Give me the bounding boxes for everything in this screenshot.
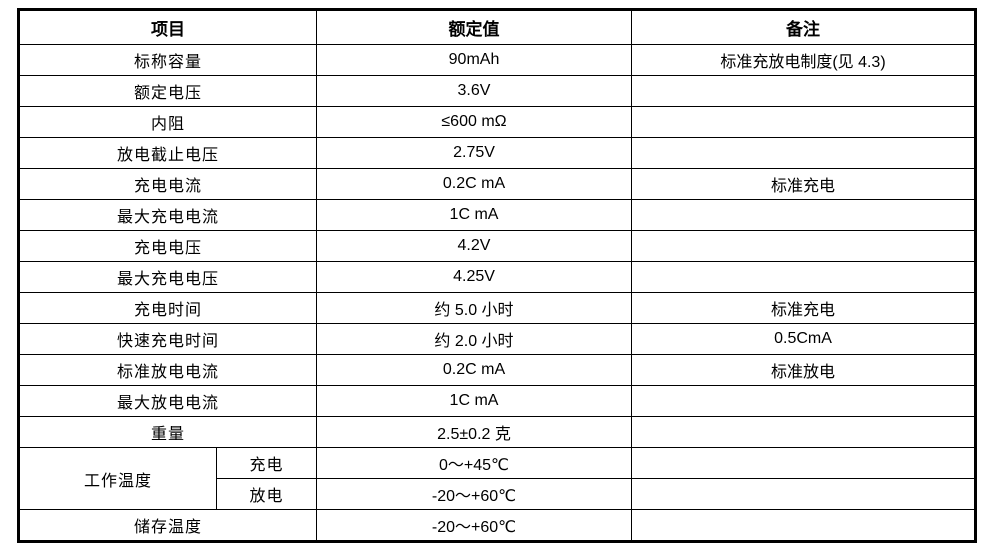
item-cell: 标称容量 <box>18 44 317 76</box>
value-cell: 0～+45℃ <box>316 447 632 479</box>
item-cell: 充电时间 <box>18 292 317 324</box>
value-cell: 4.25V <box>316 261 632 293</box>
item-cell: 充电电流 <box>18 168 317 200</box>
item-cell: 内阻 <box>18 106 317 138</box>
table-row: 最大充电电压 4.25V <box>18 261 976 293</box>
remark-cell: 标准放电 <box>631 354 976 386</box>
table-row: 最大放电电流 1C mA <box>18 385 976 417</box>
item-cell: 快速充电时间 <box>18 323 317 355</box>
sub-item-cell-discharge: 放电 <box>216 478 317 510</box>
value-cell: 1C mA <box>316 199 632 231</box>
remark-cell <box>631 199 976 231</box>
table-row: 额定电压 3.6V <box>18 75 976 107</box>
temperature-rows-body: 工作温度 充电 0～+45℃ 放电 -20～+60℃ 储存温度 -20～+60℃ <box>18 447 976 542</box>
value-cell: 1C mA <box>316 385 632 417</box>
table-row-operating-temp-charge: 工作温度 充电 0～+45℃ <box>18 447 976 510</box>
header-item: 项目 <box>18 9 317 45</box>
table-row-storage-temp: 储存温度 -20～+60℃ <box>18 509 976 542</box>
item-cell: 最大充电电压 <box>18 261 317 293</box>
remark-cell: 标准充电 <box>631 292 976 324</box>
item-cell: 放电截止电压 <box>18 137 317 169</box>
remark-cell <box>631 230 976 262</box>
header-row: 项目 额定值 备注 <box>18 9 976 45</box>
header-remark: 备注 <box>631 9 976 45</box>
value-cell: 2.5±0.2 克 <box>316 416 632 448</box>
item-cell: 最大放电电流 <box>18 385 317 417</box>
remark-cell <box>631 137 976 169</box>
table-row: 快速充电时间约 2.0 小时 0.5CmA <box>18 323 976 355</box>
remark-cell <box>631 261 976 293</box>
table-row: 最大充电电流 1C mA <box>18 199 976 231</box>
table-row: 放电截止电压 2.75V <box>18 137 976 169</box>
remark-cell <box>631 478 976 510</box>
remark-cell: 标准充电 <box>631 168 976 200</box>
table-row: 标称容量 90mAh 标准充放电制度(见 4.3) <box>18 44 976 76</box>
table-row: 重量 2.5±0.2 克 <box>18 416 976 448</box>
item-cell: 标准放电电流 <box>18 354 317 386</box>
value-cell: 0.2C mA <box>316 354 632 386</box>
remark-cell <box>631 385 976 417</box>
table-row: 充电时间约 5.0 小时 标准充电 <box>18 292 976 324</box>
value-cell: 约 5.0 小时 <box>316 292 632 324</box>
remark-cell <box>631 509 976 542</box>
remark-cell: 标准充放电制度(见 4.3) <box>631 44 976 76</box>
value-cell: 2.75V <box>316 137 632 169</box>
sub-item-cell-charge: 充电 <box>216 447 317 479</box>
value-cell: -20～+60℃ <box>316 509 632 542</box>
value-cell: 90mAh <box>316 44 632 76</box>
remark-cell <box>631 75 976 107</box>
remark-cell <box>631 447 976 479</box>
remark-cell: 0.5CmA <box>631 323 976 355</box>
value-cell: 3.6V <box>316 75 632 107</box>
table-row: 充电电流 0.2C mA 标准充电 <box>18 168 976 200</box>
value-cell: ≤600 mΩ <box>316 106 632 138</box>
spec-rows-body: 标称容量 90mAh 标准充放电制度(见 4.3) 额定电压 3.6V 内阻 ≤600 mΩ… <box>18 44 976 448</box>
value-cell: 0.2C mA <box>316 168 632 200</box>
item-cell: 重量 <box>18 416 317 448</box>
table-row: 标准放电电流 0.2C mA 标准放电 <box>18 354 976 386</box>
item-cell: 额定电压 <box>18 75 317 107</box>
item-cell-operating-temperature: 工作温度 <box>18 447 217 510</box>
header-rated-value: 额定值 <box>316 9 632 45</box>
value-cell: -20～+60℃ <box>316 478 632 510</box>
item-cell: 最大充电电流 <box>18 199 317 231</box>
table-row: 内阻 ≤600 mΩ <box>18 106 976 138</box>
table-row: 充电电压 4.2V <box>18 230 976 262</box>
battery-spec-table: 项目 额定值 备注 标称容量 90mAh 标准充放电制度(见 4.3) 额定电压 3.6… <box>17 8 977 543</box>
value-cell: 4.2V <box>316 230 632 262</box>
table-row-operating-temp-discharge: 放电 -20～+60℃ <box>19 478 976 510</box>
item-cell-storage-temperature: 储存温度 <box>18 509 317 542</box>
item-cell: 充电电压 <box>18 230 317 262</box>
remark-cell <box>631 416 976 448</box>
value-cell: 约 2.0 小时 <box>316 323 632 355</box>
remark-cell <box>631 106 976 138</box>
